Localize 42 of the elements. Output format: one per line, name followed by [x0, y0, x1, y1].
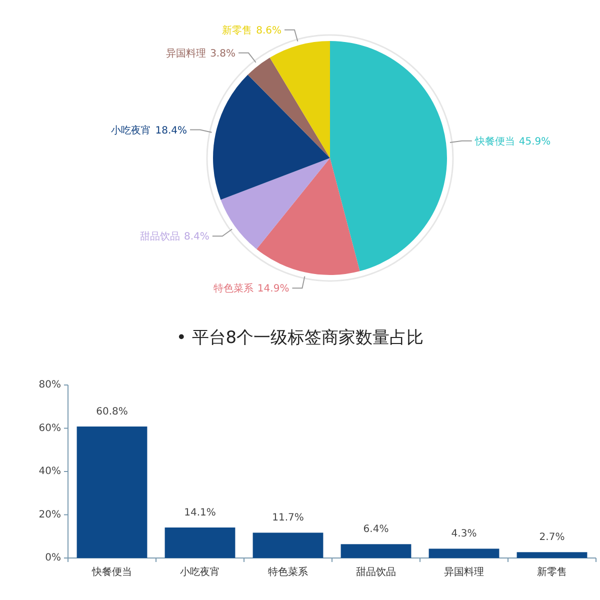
bar: [340, 544, 412, 558]
x-tick-label: 特色菜系: [268, 566, 308, 578]
data-label: 60.8%: [96, 406, 128, 418]
data-label: 4.3%: [451, 528, 477, 540]
pie-slice: [330, 41, 447, 272]
x-tick-label: 小吃夜宵: [180, 566, 220, 578]
data-label: 3.8%: [210, 48, 236, 60]
slice-label: 特色菜系: [213, 282, 254, 295]
data-label: 8.6%: [256, 25, 282, 36]
data-label: 18.4%: [155, 125, 188, 136]
y-tick-label: 60%: [38, 422, 61, 434]
bar: [516, 552, 588, 558]
slice-label: 甜品饮品: [140, 230, 180, 243]
x-tick-label: 甜品饮品: [356, 566, 396, 578]
pie-slice: [256, 158, 360, 275]
data-label: 14.1%: [184, 508, 216, 519]
slice-label: 异国料理: [166, 47, 206, 60]
bar: [428, 548, 500, 558]
slice-label: 新零售: [222, 24, 252, 36]
y-tick-label: 40%: [38, 466, 61, 477]
pie-slice: [270, 41, 330, 158]
y-tick-label: 20%: [38, 509, 61, 520]
x-tick-label: 快餐便当: [91, 566, 132, 578]
y-tick-label: 0%: [45, 552, 61, 564]
y-tick-label: 80%: [38, 380, 61, 390]
data-label: 14.9%: [257, 284, 290, 295]
pie-slice: [248, 58, 330, 158]
data-label: 6.4%: [363, 524, 389, 536]
slice-label: 快餐便当: [474, 135, 515, 148]
pie-slice: [213, 74, 330, 200]
pie-slice: [220, 158, 330, 250]
x-tick-label: 异国料理: [444, 566, 484, 578]
slice-label: 小吃夜宵: [111, 124, 152, 136]
data-label: 2.7%: [539, 532, 565, 544]
data-label: 45.9%: [518, 136, 551, 148]
bar: [76, 426, 148, 558]
x-tick-label: 新零售: [537, 566, 567, 578]
bar: [252, 532, 324, 558]
chart-title: • 平台8个一级标签商家数量占比: [176, 328, 424, 348]
data-label: 11.7%: [272, 512, 304, 524]
data-label: 8.4%: [184, 232, 210, 243]
bar: [164, 528, 236, 558]
